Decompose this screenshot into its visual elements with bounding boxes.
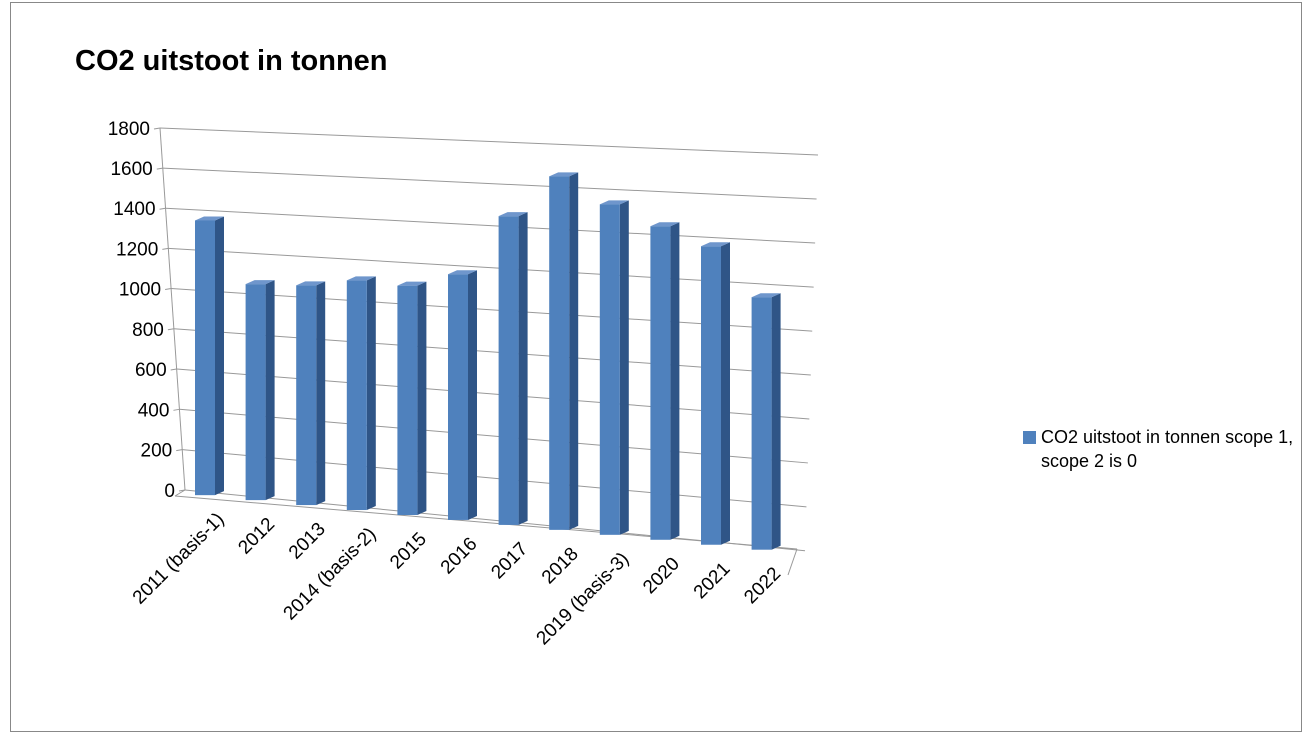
floor-edge: [174, 489, 186, 497]
y-tick-label: 1200: [116, 239, 158, 260]
bar-side: [619, 200, 629, 535]
bar-side: [316, 281, 326, 506]
legend-swatch: [1023, 431, 1036, 444]
grid-line: [159, 127, 819, 156]
bar-side: [670, 222, 680, 540]
bar: [650, 222, 680, 540]
tick-mark: [162, 247, 169, 250]
tick-mark: [170, 368, 177, 371]
bar: [751, 293, 781, 550]
legend: CO2 uitstoot in tonnen scope 1, scope 2 …: [1023, 425, 1301, 473]
bar: [296, 281, 326, 506]
x-tick-label: 2013: [285, 519, 330, 564]
bar: [599, 200, 629, 535]
bar-top: [701, 242, 730, 247]
bar: [397, 281, 427, 515]
bar: [346, 276, 376, 511]
bar-top: [346, 276, 376, 281]
y-tick-label: 0: [164, 481, 175, 502]
bar-side: [721, 242, 730, 545]
y-tick-label: 1600: [110, 159, 152, 180]
bar-side: [771, 293, 781, 550]
bar-top: [549, 172, 579, 177]
y-tick-label: 200: [141, 441, 173, 462]
bar-top: [245, 280, 275, 285]
x-tick-label: 2017: [487, 539, 532, 584]
bar-top: [498, 212, 528, 217]
y-tick-label: 400: [138, 400, 170, 421]
floor-edge: [787, 548, 798, 576]
bar-top: [296, 281, 326, 286]
chart-title: CO2 uitstoot in tonnen: [75, 45, 388, 77]
bar-front: [195, 220, 215, 496]
bar: [448, 270, 477, 520]
x-tick-label: 2020: [639, 553, 684, 598]
bar-top: [751, 293, 781, 298]
bar: [195, 216, 224, 496]
bar-top: [195, 216, 224, 221]
bar-front: [599, 204, 620, 535]
bar-side: [215, 216, 224, 496]
bar: [701, 242, 730, 545]
bar: [498, 212, 528, 525]
tick-mark: [176, 449, 183, 452]
tick-mark: [165, 288, 172, 291]
bar-front: [397, 285, 418, 515]
bar-front: [498, 216, 519, 525]
legend-label: CO2 uitstoot in tonnen scope 1, scope 2 …: [1041, 427, 1294, 471]
bar-side: [569, 172, 579, 530]
y-tick-label: 1400: [113, 199, 155, 220]
bar-front: [751, 297, 772, 550]
x-tick-label: 2018: [538, 544, 583, 589]
y-tick-label: 600: [135, 360, 167, 381]
bar-front: [245, 284, 266, 501]
x-tick-label: 2015: [386, 529, 431, 574]
y-tick-label: 1800: [108, 119, 150, 140]
bar-front: [448, 274, 468, 520]
bar-side: [265, 280, 275, 501]
y-tick-label: 1000: [119, 280, 161, 301]
tick-mark: [173, 408, 180, 411]
bar-side: [518, 212, 528, 525]
bar-side: [366, 276, 376, 511]
bar-front: [549, 176, 570, 530]
tick-mark: [159, 207, 166, 210]
axis-wall: [159, 127, 186, 491]
bar-front: [701, 246, 721, 545]
bar-front: [346, 280, 367, 511]
tick-mark: [167, 328, 174, 331]
tick-mark: [156, 167, 163, 170]
bar-side: [468, 270, 477, 520]
x-tick-label: 2012: [234, 514, 279, 559]
bar-top: [599, 200, 629, 205]
tick-mark: [178, 489, 186, 492]
x-tick-label: 2022: [740, 563, 785, 608]
bar: [549, 172, 579, 530]
bar-front: [650, 226, 671, 540]
grid-line: [165, 207, 816, 244]
chart-border: [10, 2, 1302, 732]
grid-line: [162, 167, 817, 200]
x-tick-label: 2016: [437, 534, 482, 579]
bar-top: [448, 270, 477, 275]
bar: [245, 280, 275, 501]
bar-top: [650, 222, 680, 227]
bar-side: [417, 281, 427, 515]
bar-front: [296, 285, 317, 506]
tick-mark: [153, 127, 161, 130]
y-tick-label: 800: [132, 320, 164, 341]
x-tick-label: 2021: [690, 558, 735, 603]
bar-top: [397, 281, 427, 286]
x-tick-label: 2011 (basis-1): [129, 509, 229, 609]
